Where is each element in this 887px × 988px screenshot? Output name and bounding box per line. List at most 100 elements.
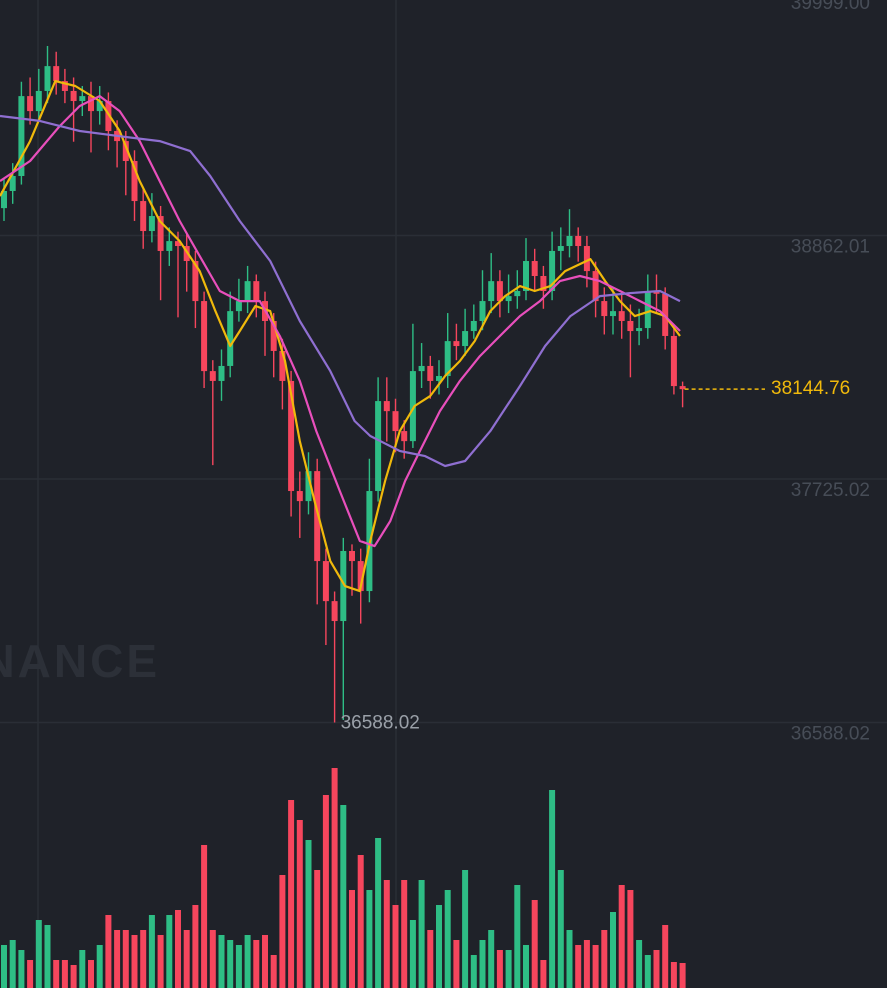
candle-body [44, 66, 51, 91]
candle-body [357, 561, 364, 592]
candle-body [253, 281, 260, 302]
volume-bar [9, 940, 16, 988]
volume-bar [514, 885, 521, 988]
volume-bar [235, 945, 242, 988]
volume-bar [505, 950, 512, 988]
candle-body [427, 365, 434, 381]
candle-body [218, 365, 225, 381]
y-tick-label: 39999.00 [791, 0, 870, 14]
volume-bar [27, 960, 34, 988]
candle-body [557, 246, 564, 251]
volume-bar [401, 880, 408, 988]
volume-bar [166, 915, 173, 988]
candle-body [148, 216, 155, 232]
volume-bar [35, 920, 42, 988]
volume-bar [209, 930, 216, 988]
volume-bar [679, 963, 686, 988]
volume-bar [462, 870, 469, 988]
volume-bar [122, 930, 129, 988]
volume-bar [192, 905, 199, 988]
candle-body [175, 241, 181, 247]
candle-body [201, 301, 208, 372]
volume-bar [322, 795, 329, 988]
volume-bar [114, 930, 121, 988]
volume-bar [549, 790, 556, 988]
candle-body [209, 371, 216, 381]
candle-body [653, 290, 660, 294]
volume-bar [218, 935, 225, 988]
candle-body [505, 296, 512, 302]
volume-bar [557, 870, 564, 988]
volume-bar [427, 930, 434, 988]
volume-bar [375, 838, 382, 988]
moving-average-line [0, 80, 681, 593]
volume-bar [201, 845, 208, 988]
volume-bar [157, 935, 164, 988]
volume-bar [383, 880, 390, 988]
volume-bar [531, 900, 538, 988]
candle-body [470, 320, 477, 332]
volume-bar [436, 905, 442, 988]
volume-bar [61, 960, 68, 988]
candle-body [670, 335, 677, 387]
candle-body [35, 90, 42, 112]
candle-body [122, 141, 129, 161]
candle-body [270, 320, 277, 351]
candle-body [79, 96, 86, 102]
candle-body [644, 290, 651, 329]
volume-bar [670, 962, 677, 988]
volume-bar [618, 885, 625, 988]
candle-body [166, 241, 173, 251]
y-tick-label: 36588.02 [791, 724, 870, 745]
volume-bar [540, 960, 547, 988]
volume-bar [18, 950, 25, 988]
candle-body [514, 290, 521, 297]
candle-body [61, 81, 68, 91]
candle-body [592, 271, 599, 302]
candle-body [531, 261, 538, 277]
volume-bar [331, 768, 338, 988]
candle-body [540, 276, 547, 291]
candle-body [375, 401, 382, 492]
volume-bar [662, 925, 669, 988]
volume-bar [131, 935, 138, 988]
volume-bar [357, 855, 364, 988]
volume-bar [88, 960, 94, 988]
candle-body [392, 411, 399, 432]
volume-bar [392, 905, 399, 988]
moving-average-line [0, 95, 681, 548]
volume-bar [601, 930, 608, 988]
candle-body [409, 371, 416, 442]
candle-body [279, 350, 286, 381]
candle-body [1, 190, 7, 209]
candle-body [349, 551, 355, 562]
volume-bar [262, 935, 268, 988]
volume-bar [244, 935, 251, 988]
volume-bar [644, 955, 651, 988]
candle-body [192, 261, 199, 302]
volume-bar [44, 925, 51, 988]
volume-bar [340, 805, 347, 988]
volume-bar [453, 940, 460, 988]
volume-bar [227, 940, 234, 988]
candle-body [453, 341, 460, 347]
candle-body [523, 261, 529, 291]
volume-bar [566, 930, 573, 988]
candle-body [244, 281, 251, 302]
volume-bar [627, 890, 634, 988]
y-tick-label: 38862.01 [791, 237, 870, 258]
candle-body [288, 380, 295, 492]
volume-bar [583, 940, 590, 988]
volume-bar [70, 965, 77, 988]
volume-bar [148, 915, 155, 988]
volume-bar [105, 915, 112, 988]
candle-body [496, 281, 503, 302]
candle-body [418, 365, 425, 372]
candle-body [436, 376, 442, 381]
candle-body [140, 201, 147, 232]
candle-body [479, 301, 486, 321]
volume-bar [79, 950, 86, 988]
candle-body [462, 331, 469, 347]
